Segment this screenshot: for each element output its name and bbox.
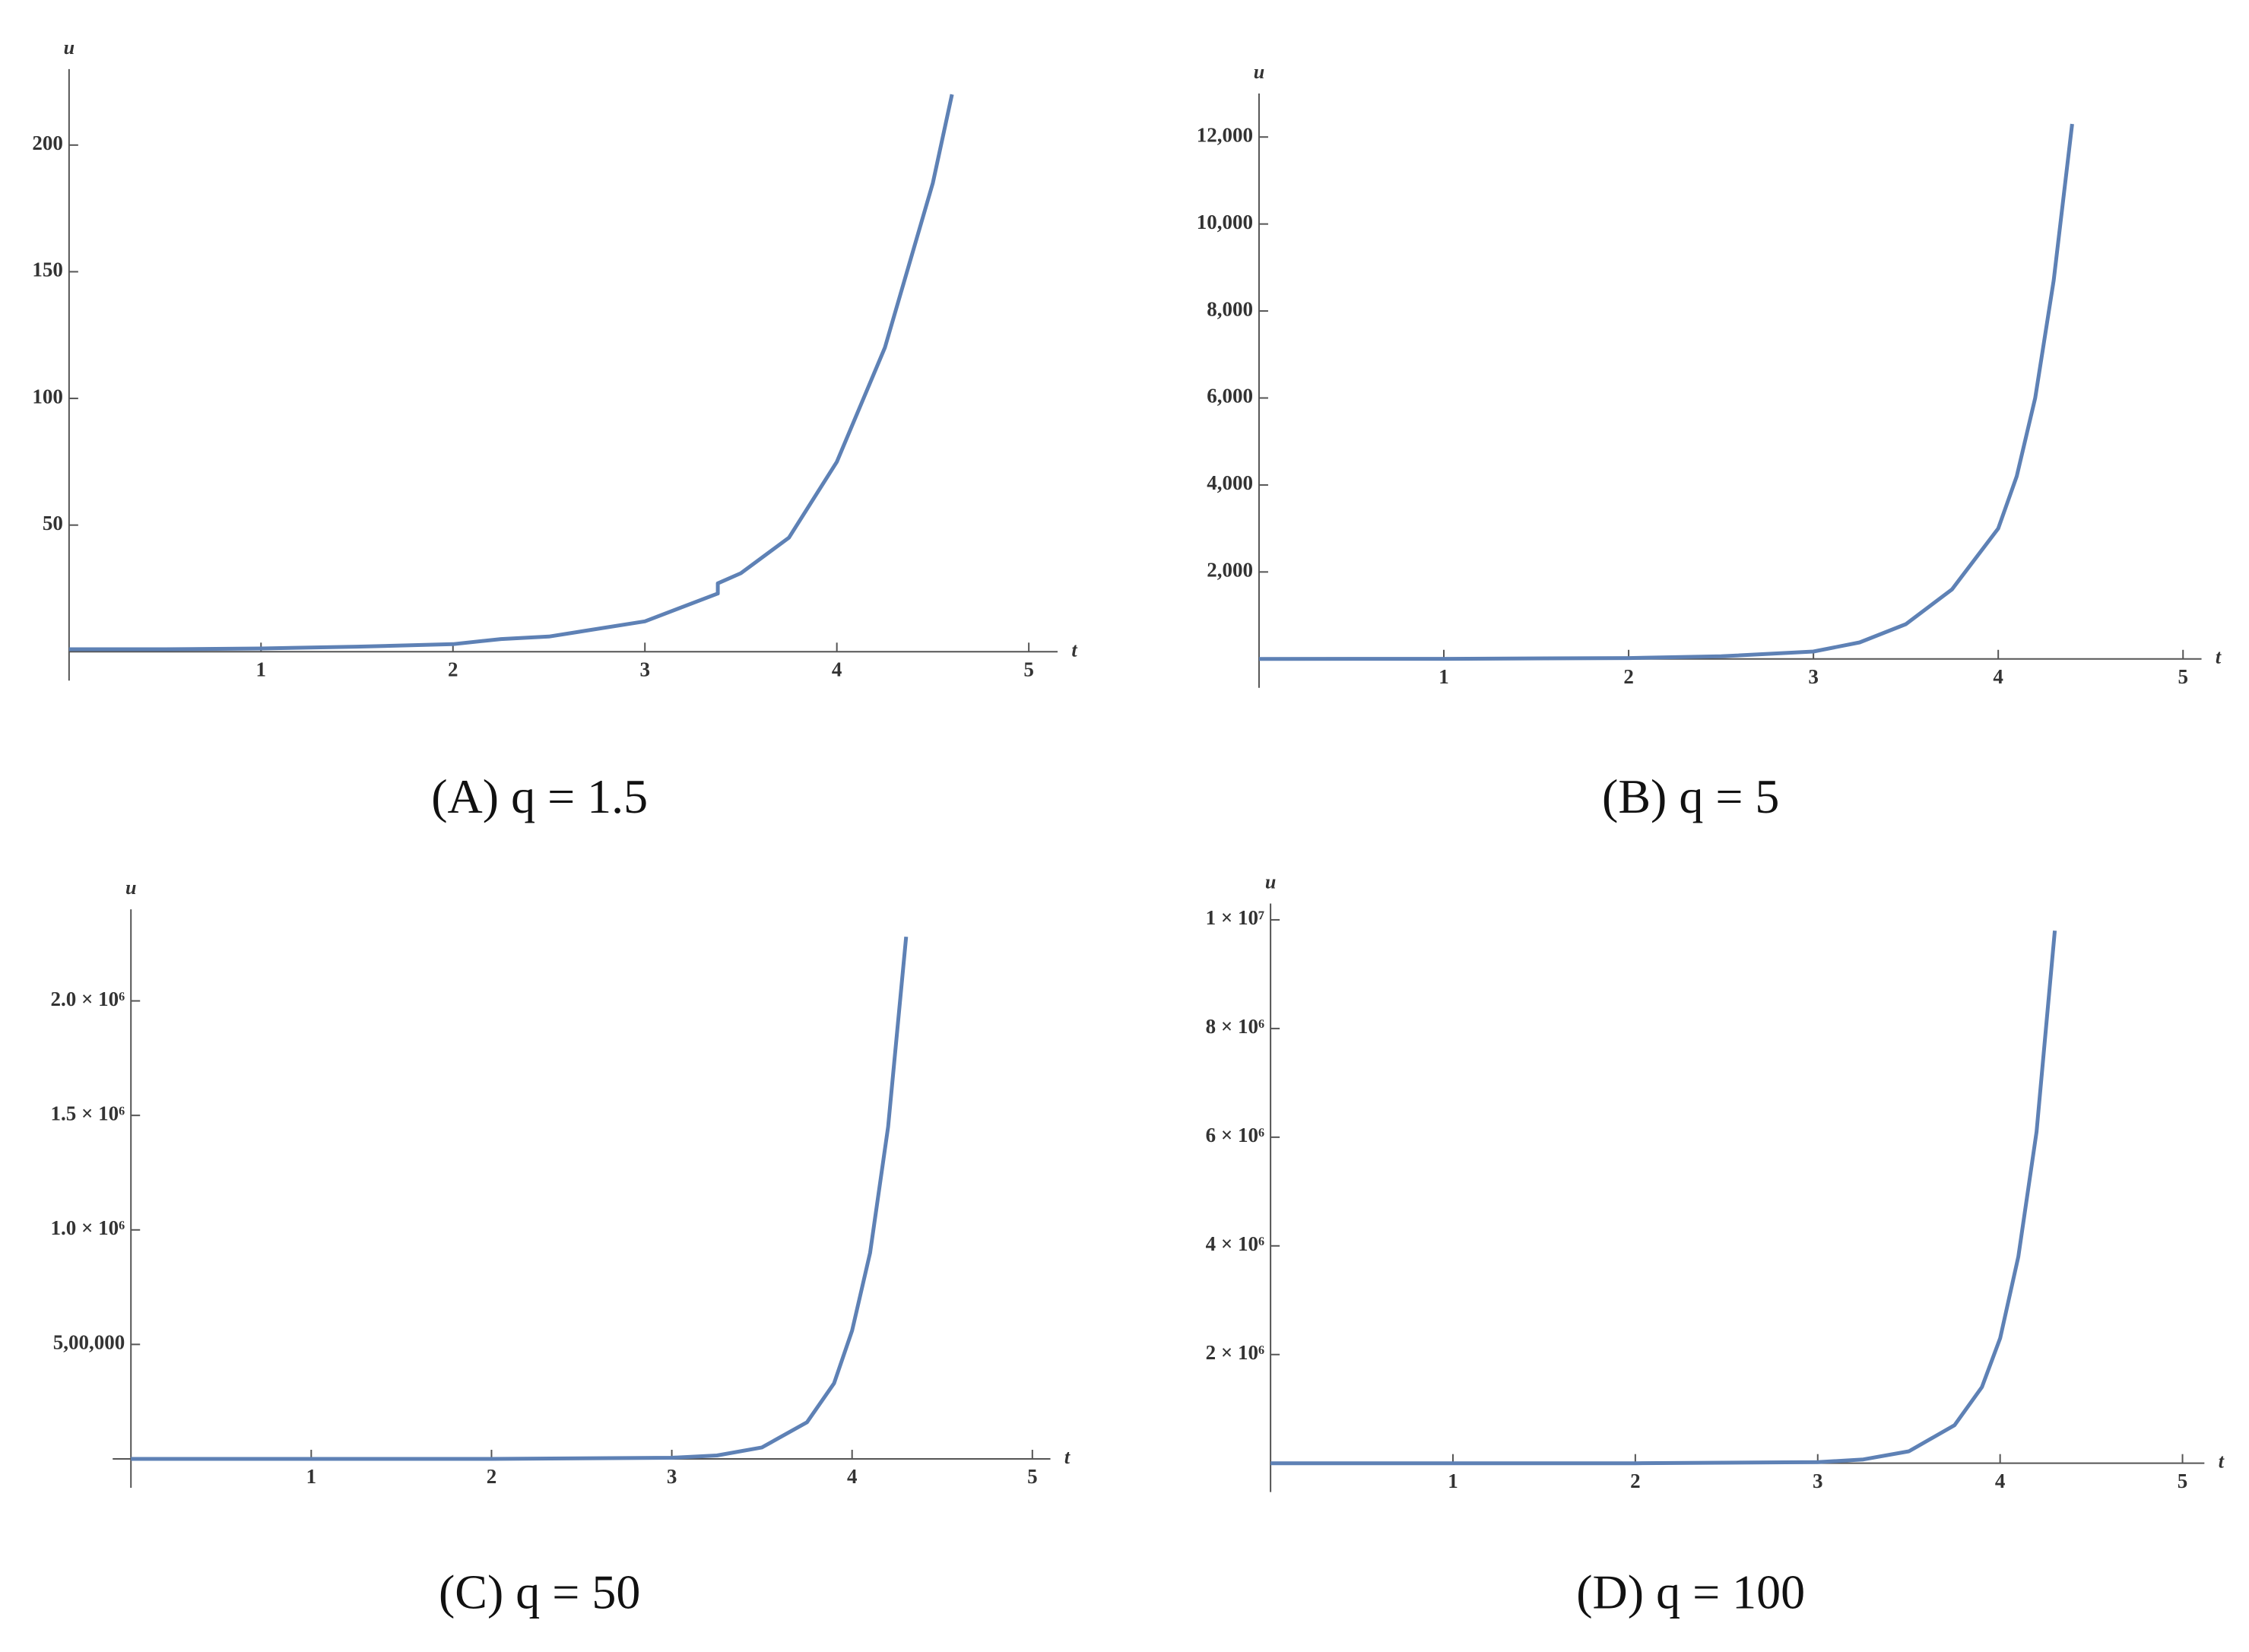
- x-tick-label: 2: [1630, 1470, 1641, 1492]
- x-tick-label: 3: [1813, 1470, 1823, 1492]
- y-tick-label: 1.0 × 10⁶: [50, 1216, 125, 1239]
- y-tick-label: 2 × 10⁶: [1206, 1341, 1264, 1364]
- caption: (C) q = 50: [439, 1565, 640, 1619]
- data-line: [1258, 123, 2074, 661]
- y-tick-label: 4,000: [1207, 471, 1253, 494]
- data-line: [131, 936, 909, 1461]
- y-tick-label: 50: [43, 512, 63, 534]
- y-tick-label: 8 × 10⁶: [1206, 1015, 1264, 1038]
- x-tick-label: 3: [1808, 665, 1819, 688]
- y-tick-label: 12,000: [1197, 123, 1253, 146]
- x-tick-label: 2: [448, 658, 458, 681]
- y-tick-label: 1 × 10⁷: [1206, 906, 1264, 929]
- x-tick-label: 1: [306, 1465, 317, 1488]
- x-tick-label: 4: [1995, 1470, 2006, 1492]
- y-axis-label: u: [125, 877, 136, 899]
- caption: (A) q = 1.5: [431, 769, 648, 823]
- y-tick-label: 100: [32, 385, 63, 407]
- x-tick-label: 5: [1023, 658, 1034, 681]
- y-axis-label: u: [1254, 61, 1264, 83]
- x-axis-label: t: [2219, 1451, 2225, 1473]
- x-tick-label: 4: [1993, 665, 2003, 688]
- y-tick-label: 200: [32, 132, 63, 154]
- caption: (B) q = 5: [1602, 769, 1779, 823]
- x-tick-label: 1: [1448, 1470, 1458, 1492]
- y-tick-label: 150: [32, 258, 63, 281]
- x-tick-label: 5: [2178, 1470, 2188, 1492]
- y-tick-label: 2.0 × 10⁶: [50, 988, 125, 1010]
- x-tick-label: 1: [256, 658, 267, 681]
- y-tick-label: 1.5 × 10⁶: [50, 1102, 125, 1124]
- x-axis-label: t: [2216, 646, 2222, 668]
- x-tick-label: 2: [487, 1465, 497, 1488]
- y-axis-label: u: [64, 36, 75, 59]
- x-tick-label: 4: [832, 658, 842, 681]
- y-tick-label: 8,000: [1207, 297, 1253, 320]
- x-tick-label: 3: [667, 1465, 677, 1488]
- x-tick-label: 2: [1623, 665, 1634, 688]
- y-axis-label: u: [1265, 870, 1276, 893]
- y-tick-label: 2,000: [1207, 559, 1253, 582]
- data-line: [68, 94, 954, 652]
- x-tick-label: 3: [639, 658, 650, 681]
- y-tick-label: 4 × 10⁶: [1206, 1232, 1264, 1255]
- y-tick-label: 10,000: [1197, 211, 1253, 233]
- caption: (D) q = 100: [1576, 1565, 1805, 1619]
- x-tick-label: 5: [2178, 665, 2188, 688]
- x-tick-label: 5: [1027, 1465, 1038, 1488]
- y-tick-label: 5,00,000: [53, 1331, 125, 1354]
- x-tick-label: 4: [847, 1465, 858, 1488]
- x-axis-label: t: [1071, 639, 1077, 661]
- x-axis-label: t: [1064, 1446, 1071, 1468]
- data-line: [1270, 930, 2057, 1466]
- x-tick-label: 1: [1439, 665, 1449, 688]
- y-tick-label: 6 × 10⁶: [1206, 1124, 1264, 1146]
- y-tick-label: 6,000: [1207, 385, 1253, 407]
